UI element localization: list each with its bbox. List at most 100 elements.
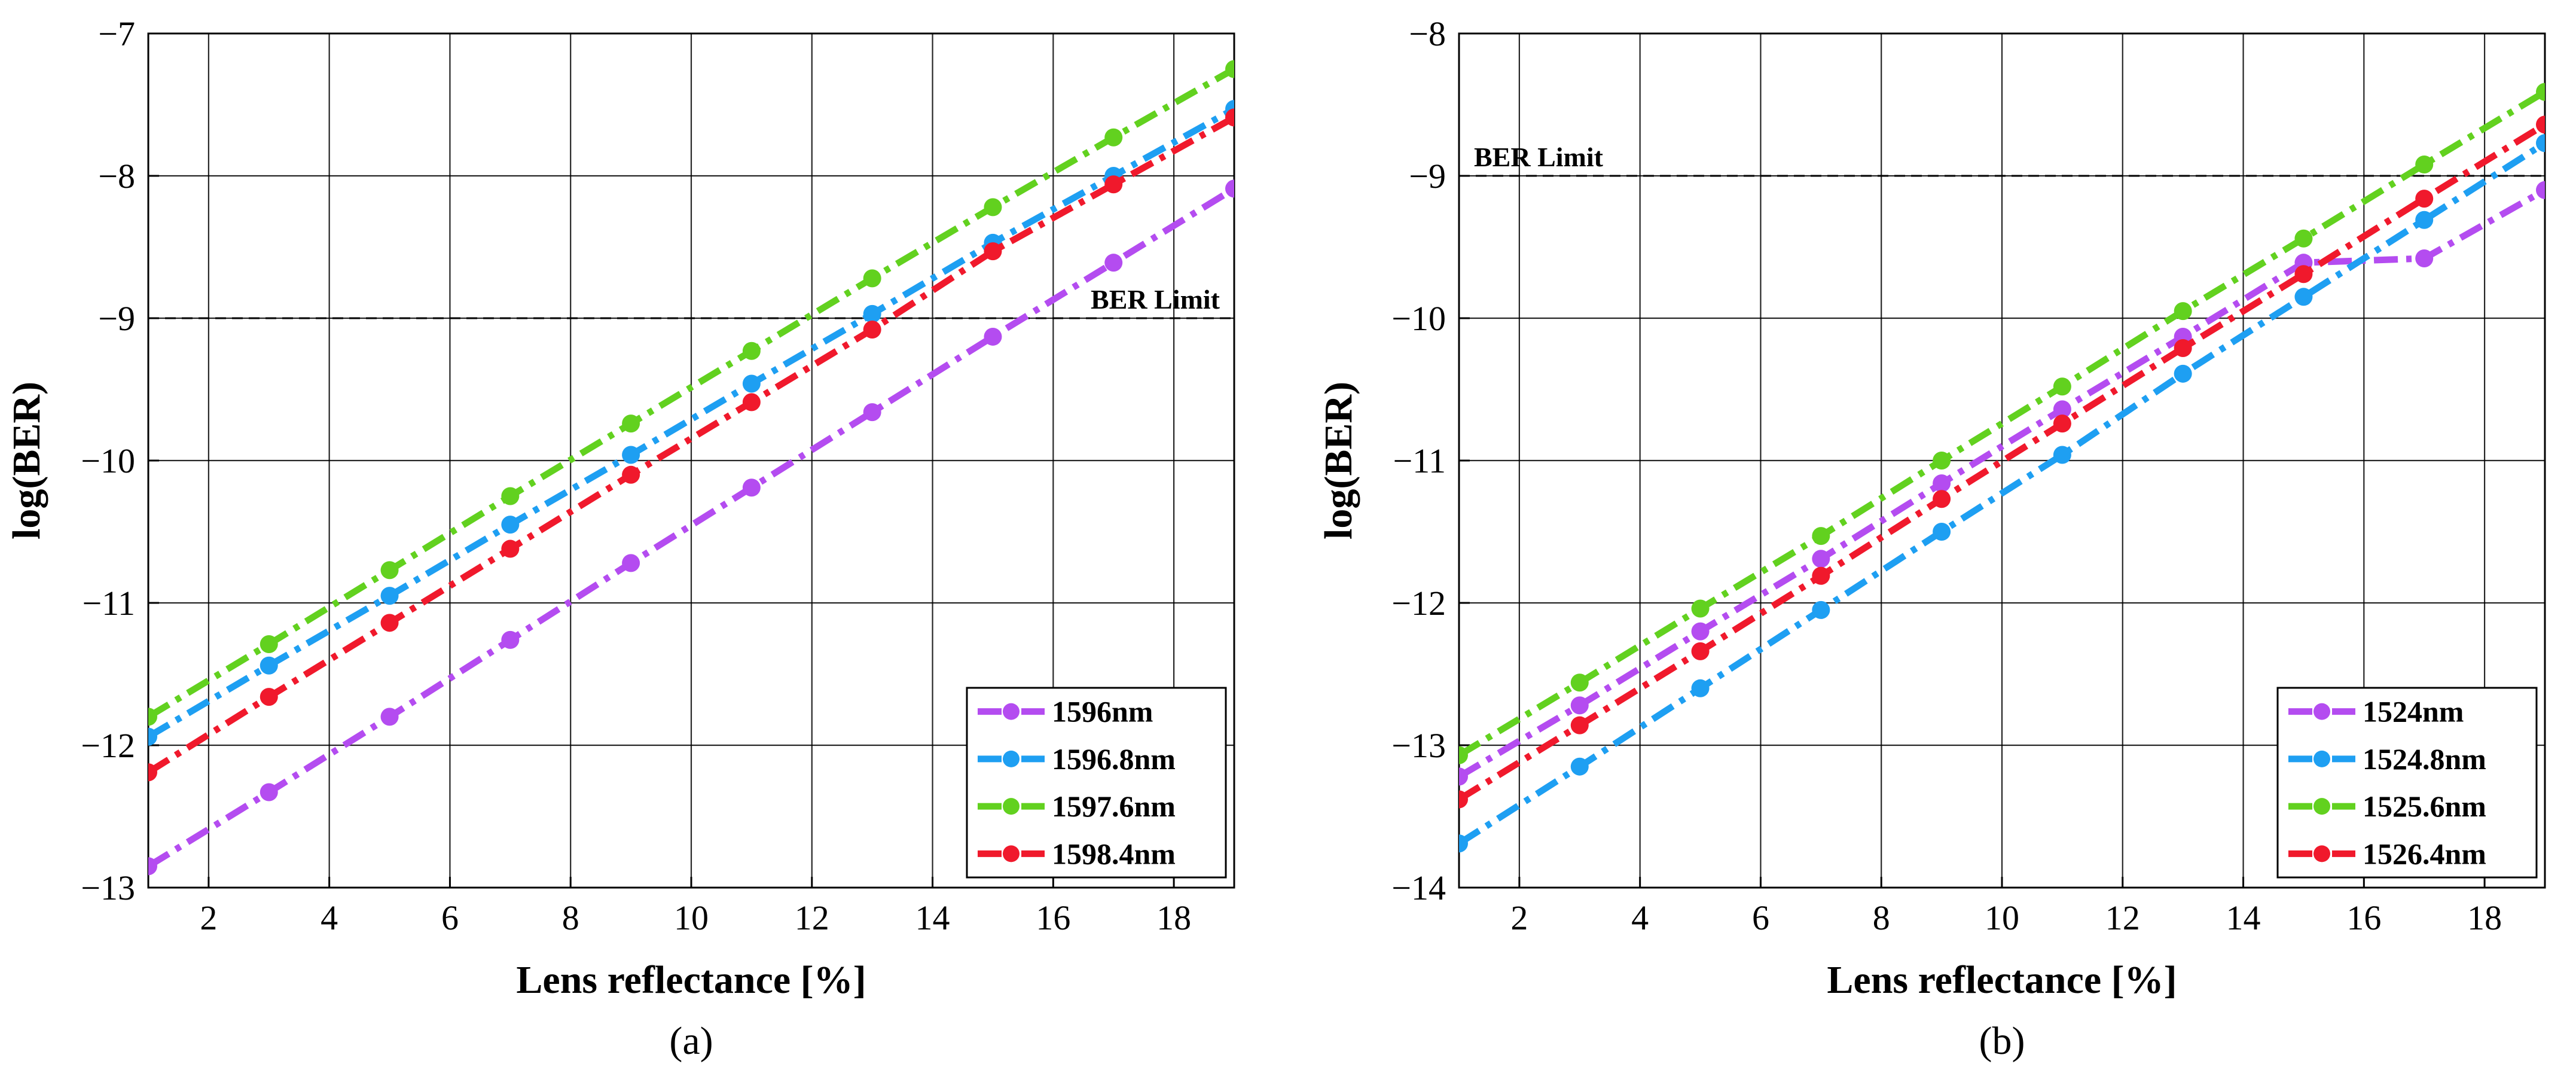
x-tick-label: 8 — [1873, 898, 1890, 937]
data-point-1524.8nm — [2415, 211, 2434, 229]
data-point-1526.4nm — [1691, 642, 1710, 660]
data-point-1596nm — [1225, 179, 1234, 198]
x-axis-title: Lens reflectance [%] — [516, 958, 866, 1002]
data-point-1524.8nm — [1459, 834, 1468, 853]
y-tick-label: −7 — [98, 14, 135, 53]
data-point-1524nm — [1933, 474, 1951, 493]
data-point-1524nm — [1459, 767, 1468, 786]
data-point-1597.6nm — [984, 198, 1002, 217]
data-point-1597.6nm — [501, 487, 520, 505]
ber-limit-label: BER Limit — [1091, 284, 1220, 315]
series-1597.6nm — [148, 60, 1234, 726]
data-point-1598.4nm — [501, 539, 520, 558]
data-point-1598.4nm — [148, 763, 157, 782]
data-point-1525.6nm — [2415, 155, 2434, 173]
legend-label-1525.6nm: 1525.6nm — [2363, 790, 2486, 823]
x-tick-label: 10 — [674, 898, 709, 937]
x-tick-label: 4 — [321, 898, 338, 937]
data-point-1525.6nm — [2294, 229, 2313, 248]
x-tick-label: 2 — [200, 898, 217, 937]
data-point-1596.8nm — [260, 656, 278, 675]
series-1598.4nm — [148, 108, 1234, 782]
data-point-1526.4nm — [2174, 339, 2192, 357]
x-tick-label: 10 — [1985, 898, 2019, 937]
panel-a: BER Limit 2 4 6 8 10 12 14 16 18 −13 −12 −11 −10 −9 −8 −… — [5, 14, 1235, 1063]
series-line-1596nm — [148, 185, 1234, 869]
legend-label-1526.4nm: 1526.4nm — [2363, 837, 2486, 870]
data-point-1597.6nm — [148, 708, 157, 726]
data-point-1596.8nm — [380, 587, 399, 605]
data-point-1597.6nm — [1225, 60, 1234, 78]
y-tick-label: −10 — [1391, 299, 1446, 338]
legend: 1596nm 1596.8nm 1597.6nm 1598.4nm — [966, 687, 1227, 879]
y-tick-label: −9 — [98, 299, 135, 338]
data-point-1597.6nm — [380, 561, 399, 580]
series-1596nm — [148, 179, 1234, 876]
y-tick-label: −11 — [82, 584, 135, 623]
series-1524.8nm — [1459, 134, 2545, 853]
data-point-1524.8nm — [1570, 757, 1589, 776]
data-point-1596.8nm — [501, 516, 520, 534]
data-point-1526.4nm — [2536, 115, 2545, 134]
data-point-1596nm — [622, 554, 640, 572]
data-point-1524.8nm — [2294, 288, 2313, 306]
data-point-1596nm — [260, 783, 278, 801]
y-tick-label: −11 — [1393, 441, 1446, 480]
x-tick-label: 14 — [2226, 898, 2261, 937]
series-line-1598.4nm — [148, 114, 1234, 775]
y-axis-title: log(BER) — [5, 382, 48, 539]
data-point-1524nm — [2415, 249, 2434, 268]
data-point-1526.4nm — [1570, 716, 1589, 734]
x-tick-label: 6 — [1752, 898, 1769, 937]
series-line-1524.8nm — [1459, 140, 2545, 846]
series-line-1526.4nm — [1459, 121, 2545, 803]
data-point-1524.8nm — [2536, 134, 2545, 153]
panel-b: BER Limit 2 4 6 8 10 12 14 16 18 −14 −13 −12 −11 −10 −9… — [1317, 14, 2546, 1063]
data-point-1525.6nm — [2053, 377, 2071, 396]
x-axis-title: Lens reflectance [%] — [1827, 958, 2177, 1002]
x-tick-label: 18 — [2467, 898, 2502, 937]
series-line-1525.6nm — [1459, 89, 2545, 758]
data-point-1597.6nm — [260, 635, 278, 654]
y-axis-title: log(BER) — [1317, 382, 1360, 539]
y-tick-label: −10 — [81, 441, 135, 480]
data-point-1525.6nm — [2536, 83, 2545, 101]
y-tick-label: −8 — [1409, 14, 1446, 53]
legend-label-1596.8nm: 1596.8nm — [1052, 742, 1176, 776]
data-point-1598.4nm — [260, 688, 278, 706]
series-line-1596.8nm — [148, 106, 1234, 740]
legend-label-1598.4nm: 1598.4nm — [1052, 837, 1176, 870]
data-point-1524nm — [2536, 181, 2545, 199]
data-point-1597.6nm — [742, 342, 761, 360]
data-point-1525.6nm — [1691, 599, 1710, 618]
legend-marker-1598.4nm — [1003, 845, 1020, 862]
data-point-1598.4nm — [863, 321, 881, 339]
data-point-1525.6nm — [1812, 527, 1830, 545]
legend-label-1524.8nm: 1524.8nm — [2363, 742, 2486, 776]
y-tick-label: −9 — [1409, 157, 1446, 196]
data-point-1598.4nm — [622, 465, 640, 484]
data-point-1596nm — [380, 708, 399, 726]
x-tick-label: 18 — [1156, 898, 1191, 937]
data-point-1596nm — [863, 403, 881, 422]
data-point-1524nm — [1570, 696, 1589, 715]
series-1526.4nm — [1459, 115, 2545, 809]
data-point-1524nm — [2053, 400, 2071, 419]
data-point-1524nm — [1691, 622, 1710, 641]
data-point-1524.8nm — [1691, 679, 1710, 697]
y-tick-label: −13 — [81, 868, 135, 907]
y-tick-label: −14 — [1391, 868, 1446, 907]
data-point-1526.4nm — [2294, 265, 2313, 284]
legend-marker-1596.8nm — [1003, 750, 1020, 767]
data-point-1526.4nm — [1933, 490, 1951, 508]
data-point-1524.8nm — [2174, 364, 2192, 383]
legend-label-1597.6nm: 1597.6nm — [1052, 790, 1176, 823]
data-point-1525.6nm — [1933, 452, 1951, 470]
legend-label-1524nm: 1524nm — [2363, 695, 2464, 728]
data-point-1598.4nm — [984, 242, 1002, 261]
data-point-1598.4nm — [380, 614, 399, 632]
legend-label-1596nm: 1596nm — [1052, 695, 1153, 728]
data-point-1524.8nm — [1933, 523, 1951, 541]
data-point-1525.6nm — [1459, 746, 1468, 764]
